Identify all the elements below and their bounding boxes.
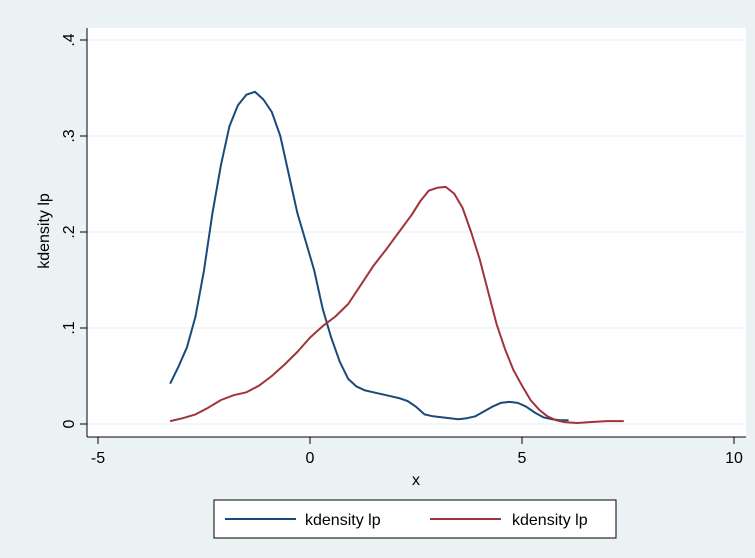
x-tick-label: -5 xyxy=(91,450,105,467)
y-tick-label: .3 xyxy=(61,129,78,142)
y-axis-label: kdensity lp xyxy=(36,193,53,269)
gridlines xyxy=(87,39,746,425)
x-tick-label: 0 xyxy=(306,450,315,467)
y-tick-label: .1 xyxy=(61,321,78,334)
series-line-2 xyxy=(169,185,624,424)
x-ticks: -5 0 5 10 xyxy=(91,437,743,467)
series-lines xyxy=(169,90,624,424)
y-tick-label: .4 xyxy=(61,33,78,46)
x-tick-label: 10 xyxy=(725,450,743,467)
y-tick-label: 0 xyxy=(61,419,78,428)
legend: kdensity lp kdensity lp xyxy=(213,499,617,539)
legend-label-series-1: kdensity lp xyxy=(305,512,381,529)
y-tick-label: .2 xyxy=(61,225,78,238)
x-axis-label: x xyxy=(412,472,420,489)
x-tick-label: 5 xyxy=(518,450,527,467)
y-ticks: 0 .1 .2 .3 .4 xyxy=(61,33,87,428)
legend-label-series-2: kdensity lp xyxy=(512,512,588,529)
series-line-1 xyxy=(169,90,569,422)
